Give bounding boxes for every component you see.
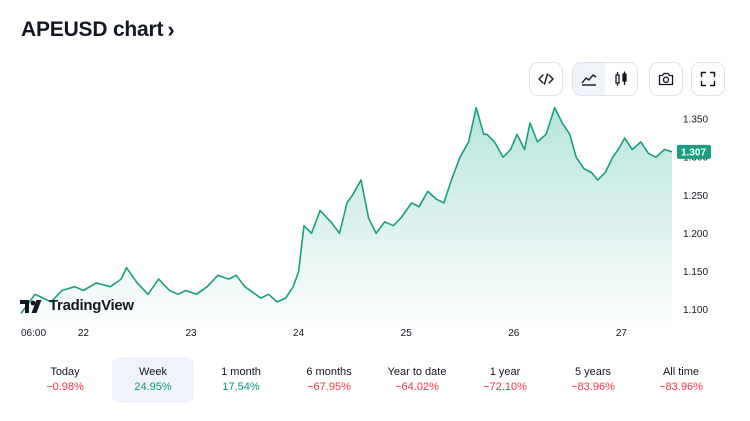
last-price-badge: 1.307 bbox=[677, 144, 711, 159]
period-label: 6 months bbox=[306, 366, 352, 378]
period-label: 5 years bbox=[574, 366, 612, 378]
y-tick-label: 1.350 bbox=[683, 115, 708, 126]
area-chart-icon bbox=[581, 74, 597, 86]
candlestick-icon bbox=[615, 71, 627, 86]
period-selector: Today −0.98% Week 24.95% 1 month 17.54% … bbox=[0, 357, 750, 403]
page-title[interactable]: APEUSD chart › bbox=[21, 17, 175, 42]
period-change: −67.95% bbox=[307, 381, 351, 393]
period-week[interactable]: Week 24.95% bbox=[112, 357, 194, 403]
period-5-years[interactable]: 5 years −83.96% bbox=[552, 357, 634, 403]
period-change: −83.96% bbox=[659, 381, 703, 393]
chevron-right-icon: › bbox=[167, 17, 175, 42]
period-change: −72.10% bbox=[483, 381, 527, 393]
area-chart-type-button[interactable] bbox=[573, 63, 605, 95]
x-tick-label: 23 bbox=[185, 328, 197, 339]
fullscreen-icon bbox=[700, 71, 716, 87]
x-axis: 06:00 22 23 24 25 26 27 bbox=[21, 328, 627, 339]
x-tick-label: 26 bbox=[508, 328, 520, 339]
period-all-time[interactable]: All time −83.96% bbox=[640, 357, 722, 403]
period-year-to-date[interactable]: Year to date −64.02% bbox=[376, 357, 458, 403]
period-1-month[interactable]: 1 month 17.54% bbox=[200, 357, 282, 403]
period-change: 17.54% bbox=[222, 381, 260, 393]
period-change: −83.96% bbox=[571, 381, 615, 393]
chart-type-group bbox=[572, 62, 638, 96]
tradingview-logo[interactable]: TradingView bbox=[20, 297, 134, 314]
price-area-fill bbox=[21, 107, 672, 321]
x-tick-label: 06:00 bbox=[21, 328, 46, 339]
candles-chart-type-button[interactable] bbox=[605, 63, 637, 95]
y-tick-label: 1.250 bbox=[683, 191, 708, 202]
period-label: All time bbox=[662, 366, 700, 378]
period-label: 1 month bbox=[221, 366, 261, 378]
x-tick-label: 22 bbox=[78, 328, 90, 339]
tradingview-logo-icon bbox=[20, 299, 42, 313]
price-line bbox=[20, 106, 673, 314]
period-change: −64.02% bbox=[395, 381, 439, 393]
period-change: −0.98% bbox=[46, 381, 84, 393]
period-today[interactable]: Today −0.98% bbox=[24, 357, 106, 403]
period-1-year[interactable]: 1 year −72.10% bbox=[464, 357, 546, 403]
snapshot-button[interactable] bbox=[649, 62, 683, 96]
code-brackets-icon bbox=[538, 73, 554, 85]
tradingview-logo-text: TradingView bbox=[49, 297, 134, 314]
y-tick-label: 1.100 bbox=[683, 305, 708, 316]
fullscreen-button[interactable] bbox=[691, 62, 725, 96]
embed-code-button[interactable] bbox=[529, 62, 563, 96]
last-price-label: 1.307 bbox=[681, 147, 706, 158]
period-label: Today bbox=[50, 366, 80, 378]
camera-icon bbox=[658, 72, 674, 86]
y-tick-label: 1.150 bbox=[683, 267, 708, 278]
x-tick-label: 24 bbox=[293, 328, 305, 339]
period-label: Year to date bbox=[387, 366, 447, 378]
period-label: Week bbox=[139, 366, 167, 378]
period-change: 24.95% bbox=[134, 381, 172, 393]
period-6-months[interactable]: 6 months −67.95% bbox=[288, 357, 370, 403]
chart-toolbar bbox=[0, 62, 750, 98]
y-tick-label: 1.200 bbox=[683, 229, 708, 240]
page-title-text: APEUSD chart bbox=[21, 18, 164, 41]
x-tick-label: 25 bbox=[401, 328, 413, 339]
period-label: 1 year bbox=[489, 366, 521, 378]
x-tick-label: 27 bbox=[616, 328, 628, 339]
